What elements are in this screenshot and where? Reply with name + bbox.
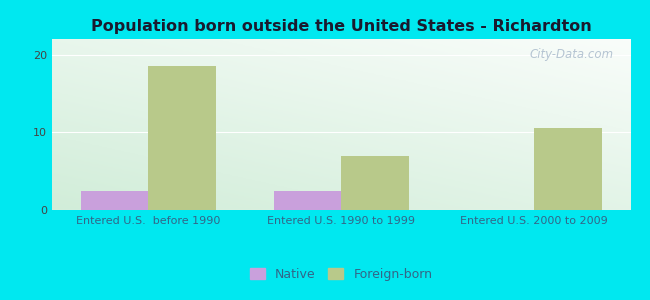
Bar	[534, 128, 601, 210]
Bar	[341, 156, 409, 210]
Bar	[81, 190, 148, 210]
Bar	[274, 190, 341, 210]
Bar	[148, 66, 216, 210]
Legend: Native, Foreign-born: Native, Foreign-born	[245, 263, 437, 286]
Title: Population born outside the United States - Richardton: Population born outside the United State…	[91, 19, 592, 34]
Text: City-Data.com: City-Data.com	[529, 47, 613, 61]
